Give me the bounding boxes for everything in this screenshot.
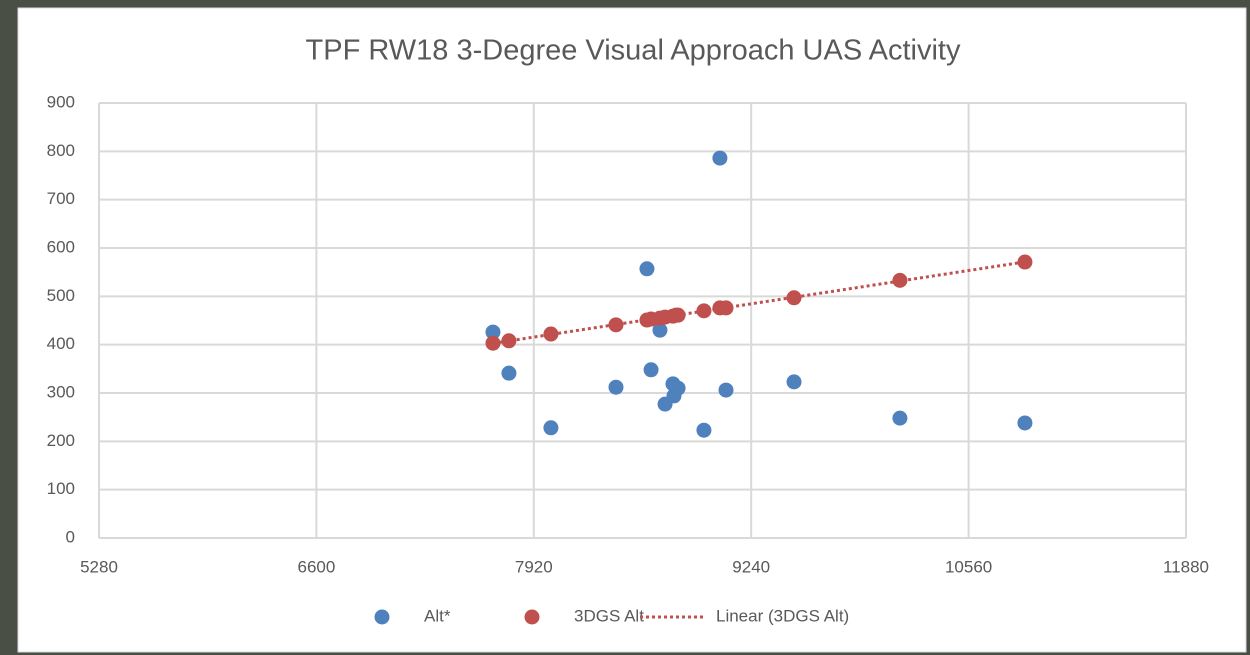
legend-marker <box>374 609 390 625</box>
chart-area <box>17 7 1247 653</box>
point <box>639 261 655 277</box>
y-tick-label: 0 <box>66 527 75 546</box>
y-tick-label: 100 <box>47 479 75 498</box>
point <box>485 324 501 340</box>
x-tick-label: 5280 <box>80 557 118 576</box>
legend-label: 3DGS Alt <box>574 606 644 625</box>
y-tick-label: 800 <box>47 141 75 160</box>
legend-label: Linear (3DGS Alt) <box>716 606 849 625</box>
y-tick-label: 500 <box>47 286 75 305</box>
y-tick-label: 600 <box>47 237 75 256</box>
x-tick-label: 6600 <box>297 557 335 576</box>
chart-title: TPF RW18 3-Degree Visual Approach UAS Ac… <box>306 35 961 67</box>
x-tick-label: 9240 <box>732 557 770 576</box>
point <box>892 410 908 426</box>
point <box>696 303 712 319</box>
x-tick-label: 10560 <box>945 557 992 576</box>
point <box>608 379 624 395</box>
y-tick-label: 300 <box>47 382 75 401</box>
point <box>696 422 712 438</box>
x-tick-label: 11880 <box>1163 557 1209 576</box>
point <box>543 420 559 436</box>
legend-label: Alt* <box>424 606 451 625</box>
y-tick-label: 900 <box>47 92 75 111</box>
point <box>643 362 659 378</box>
x-tick-label: 7920 <box>515 557 553 576</box>
point <box>718 382 734 398</box>
point <box>712 150 728 166</box>
point <box>670 380 686 396</box>
point <box>543 326 559 342</box>
y-tick-label: 400 <box>47 334 75 353</box>
point <box>786 290 802 306</box>
y-tick-label: 200 <box>47 431 75 450</box>
point <box>652 322 668 338</box>
point <box>1017 415 1033 431</box>
legend-marker <box>524 609 540 625</box>
point <box>892 272 908 288</box>
point <box>501 365 517 381</box>
point <box>501 333 517 349</box>
point <box>1017 254 1033 270</box>
point <box>786 374 802 390</box>
point <box>608 317 624 333</box>
y-tick-label: 700 <box>47 189 75 208</box>
